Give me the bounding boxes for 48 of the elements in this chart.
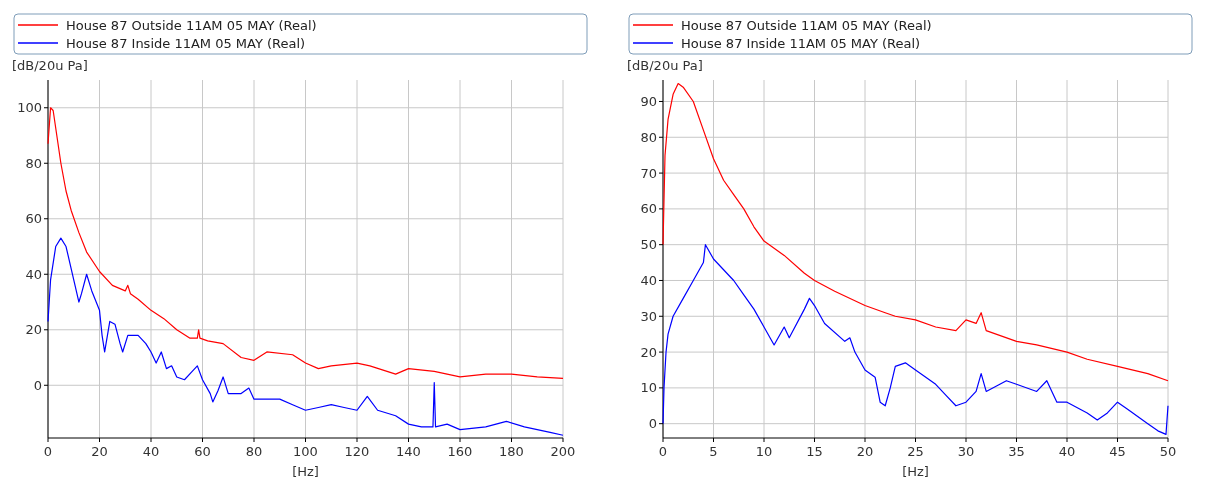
x-tick-label: 100 — [293, 444, 318, 459]
x-tick-label: 20 — [856, 444, 874, 459]
x-tick-label: 160 — [447, 444, 473, 459]
x-tick-label: 20 — [91, 444, 108, 459]
x-tick-label: 140 — [396, 444, 421, 459]
legend-label: House 87 Inside 11AM 05 MAY (Real) — [681, 35, 921, 51]
y-tick-label: 80 — [25, 155, 42, 171]
y-tick-label: 40 — [25, 266, 42, 282]
legend-label: House 87 Outside 11AM 05 MAY (Real) — [66, 17, 317, 33]
x-tick-label: 40 — [1058, 444, 1076, 459]
x-tick-label: 60 — [194, 444, 211, 459]
x-tick-label: 200 — [550, 444, 576, 459]
line-series — [662, 82, 1169, 382]
y-axis-title: [dB/20u Pa] — [627, 58, 703, 73]
x-tick-label: 50 — [1159, 444, 1177, 459]
legend-label: House 87 Inside 11AM 05 MAY (Real) — [66, 35, 306, 51]
x-tick-label: 45 — [1109, 444, 1126, 459]
x-tick-label: 15 — [806, 444, 823, 459]
y-tick-label: 20 — [640, 344, 657, 360]
y-tick-label: 0 — [33, 377, 42, 393]
x-tick-label: 80 — [245, 444, 263, 459]
line-series — [47, 107, 564, 379]
x-tick-label: 0 — [43, 444, 53, 459]
x-tick-label: 25 — [907, 444, 924, 459]
y-tick-label: 90 — [640, 93, 657, 109]
y-tick-label: 60 — [25, 211, 42, 227]
x-tick-label: 10 — [755, 444, 773, 459]
y-tick-label: 10 — [640, 380, 657, 396]
x-tick-label: 35 — [1008, 444, 1025, 459]
x-tick-label: 180 — [499, 444, 524, 459]
x-tick-label: 0 — [658, 444, 668, 459]
y-tick-label: 0 — [648, 416, 657, 432]
x-tick-label: 120 — [344, 444, 370, 459]
x-axis-title: [Hz] — [902, 464, 929, 479]
x-axis-title: [Hz] — [292, 464, 319, 479]
y-tick-label: 80 — [640, 129, 657, 145]
y-tick-label: 30 — [640, 308, 657, 324]
legend-label: House 87 Outside 11AM 05 MAY (Real) — [681, 17, 932, 33]
y-tick-label: 40 — [640, 272, 657, 288]
x-tick-label: 30 — [957, 444, 975, 459]
y-tick-label: 70 — [640, 165, 657, 181]
y-tick-label: 20 — [25, 322, 42, 338]
x-tick-label: 40 — [142, 444, 160, 459]
x-tick-label: 5 — [709, 444, 718, 459]
y-tick-label: 60 — [640, 201, 657, 217]
y-tick-label: 50 — [640, 237, 657, 253]
y-tick-label: 100 — [17, 100, 42, 116]
y-axis-title: [dB/20u Pa] — [12, 58, 88, 73]
